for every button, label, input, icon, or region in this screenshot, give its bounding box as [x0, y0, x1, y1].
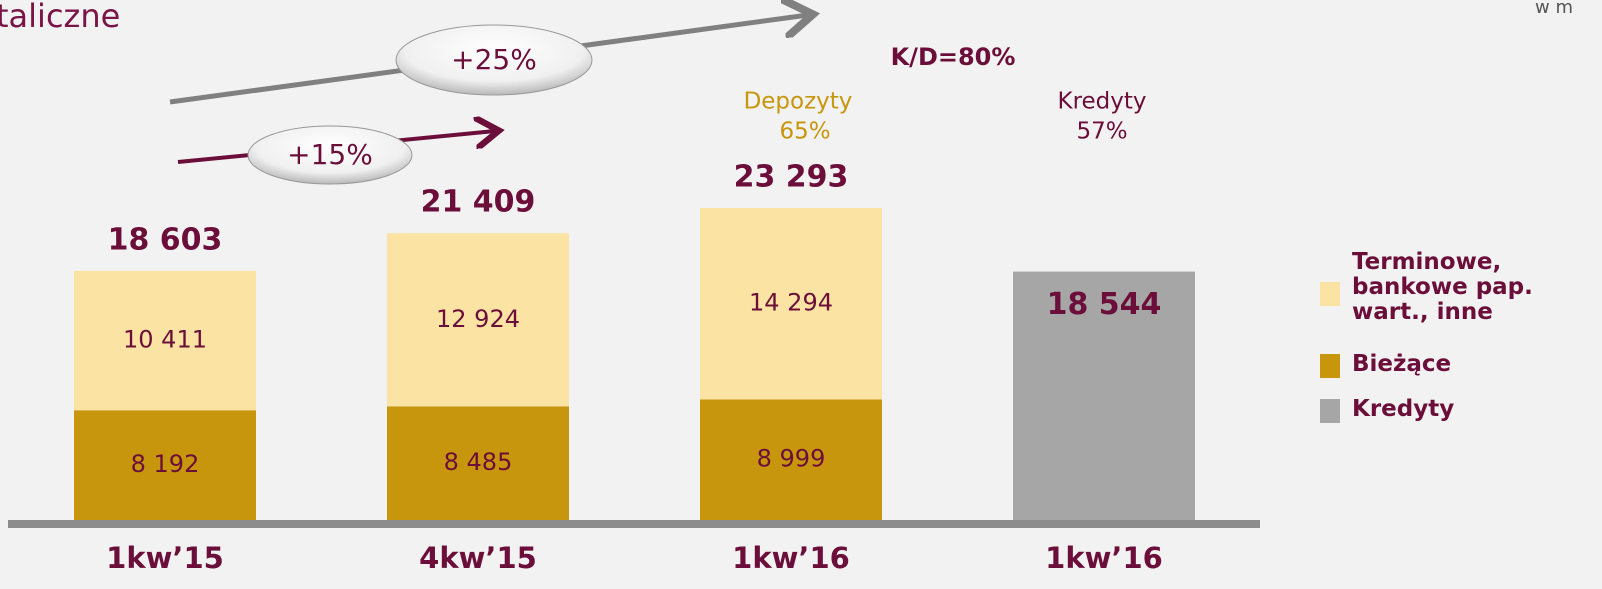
unit-note: w m — [1535, 0, 1573, 18]
title: taliczne — [0, 0, 120, 35]
value-label: 10 411 — [123, 326, 207, 354]
x-tick-label: 1kw’16 — [1045, 541, 1163, 575]
legend-label: Terminowe, bankowe pap. wart., inne — [1352, 250, 1572, 325]
value-label: 8 192 — [131, 450, 200, 478]
share-label: Kredyty — [1057, 89, 1146, 115]
total-label: 23 293 — [734, 160, 849, 195]
growth-label: +25% — [451, 43, 537, 76]
legend-item: Terminowe, bankowe pap. wart., inne — [1320, 250, 1572, 325]
x-tick-label: 1kw’15 — [106, 541, 224, 575]
ratio-label: K/D=80% — [891, 43, 1016, 71]
legend-swatch — [1320, 354, 1340, 378]
legend-swatch — [1320, 282, 1340, 306]
growth-label: +15% — [287, 138, 373, 171]
x-tick-label: 4kw’15 — [419, 541, 537, 575]
legend-swatch — [1320, 399, 1340, 423]
value-label: 8 485 — [444, 448, 513, 476]
legend-item: Kredyty — [1320, 397, 1572, 423]
total-label: 18 603 — [108, 222, 223, 257]
slide: taliczne w m +25% +15% K/D=80% Depozyty … — [0, 0, 1602, 589]
value-label: 14 294 — [749, 289, 833, 317]
value-label: 8 999 — [757, 445, 826, 473]
value-label: 18 544 — [1047, 287, 1162, 322]
legend-label: Kredyty — [1352, 397, 1572, 422]
value-label: 12 924 — [436, 305, 520, 333]
x-tick-label: 1kw’16 — [732, 541, 850, 575]
share-label: Depozyty — [744, 89, 853, 115]
legend-label: Bieżące — [1352, 352, 1572, 377]
share-label: 57% — [1076, 119, 1127, 145]
total-label: 21 409 — [421, 185, 536, 220]
share-label: 65% — [779, 119, 830, 145]
legend-item: Bieżące — [1320, 352, 1572, 378]
